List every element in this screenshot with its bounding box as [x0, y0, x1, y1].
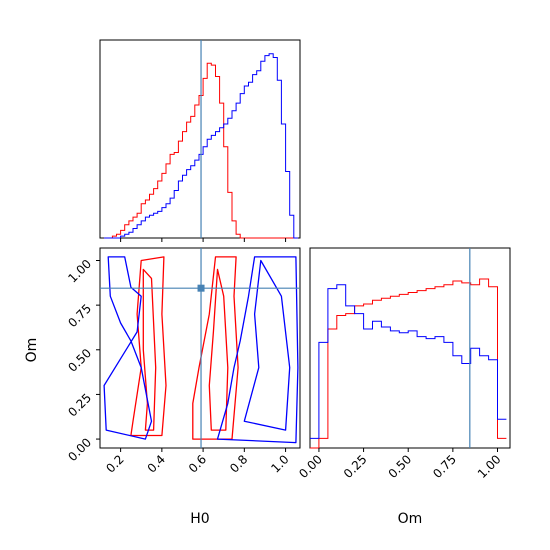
- contour-red-2: [192, 256, 239, 440]
- contour-truth-point: [197, 284, 205, 292]
- om-histogram-frame: [309, 247, 511, 449]
- contour-y-tick-label: 0.50: [65, 346, 94, 375]
- om-histogram-x-tick-label: 1.00: [475, 452, 504, 481]
- contour-red-0: [130, 256, 167, 437]
- h0-histogram-blue-series: [104, 53, 298, 239]
- om-histogram-x-tick-label: 0.00: [296, 452, 325, 481]
- contour-y-tick-label: 0.25: [65, 391, 94, 420]
- h0-histogram-panel: [99, 39, 301, 242]
- contour-blue-5: [216, 256, 299, 444]
- contour-red-3: [208, 268, 229, 431]
- contour-x-tick-label: 0.6: [186, 452, 209, 475]
- om-histogram-panel: 0.00 0.25 0.50 0.75 1.00 Om: [296, 247, 511, 527]
- om-histogram-x-tick-label: 0.50: [386, 452, 415, 481]
- contour-lines: [103, 256, 299, 444]
- contour-y-tick-label: 0.75: [65, 301, 94, 330]
- contour-x-ticks: 0.2 0.4 0.6 0.8 1.0: [103, 448, 292, 476]
- om-histogram-x-tick-label: 0.25: [341, 452, 370, 481]
- x-axis-label-om: Om: [398, 511, 423, 527]
- contour-y-ticks: 0.00 0.25 0.50 0.75 1.00: [65, 257, 100, 464]
- h0-histogram-tick-marks: [120, 238, 287, 242]
- contour-red-1: [142, 268, 157, 431]
- y-axis-label-om: Om: [24, 338, 40, 363]
- om-histogram-x-tick-label: 0.75: [430, 452, 459, 481]
- h0-histogram-frame: [99, 39, 301, 239]
- contour-y-tick-label: 0.00: [65, 435, 94, 464]
- contour-x-tick-label: 1.0: [268, 452, 291, 475]
- om-histogram-red-series: [310, 278, 507, 449]
- contour-frame: [99, 247, 301, 449]
- om-histogram-x-ticks: 0.00 0.25 0.50 0.75 1.00: [296, 448, 504, 481]
- contour-y-tick-label: 1.00: [65, 257, 94, 286]
- contour-x-tick-label: 0.8: [227, 452, 250, 475]
- contour-blue-4: [103, 256, 153, 440]
- contour-x-tick-label: 0.4: [145, 452, 168, 475]
- h0-histogram-red-series: [104, 62, 298, 239]
- om-histogram-blue-series: [310, 284, 507, 439]
- contour-blue-6: [243, 259, 291, 431]
- h0-om-contour-panel: 0.2 0.4 0.6 0.8 1.0 0.000.250.500.751.00 H0 …: [24, 247, 301, 527]
- contour-x-tick-label: 0.2: [103, 452, 126, 475]
- x-axis-label-h0: H0: [190, 511, 209, 527]
